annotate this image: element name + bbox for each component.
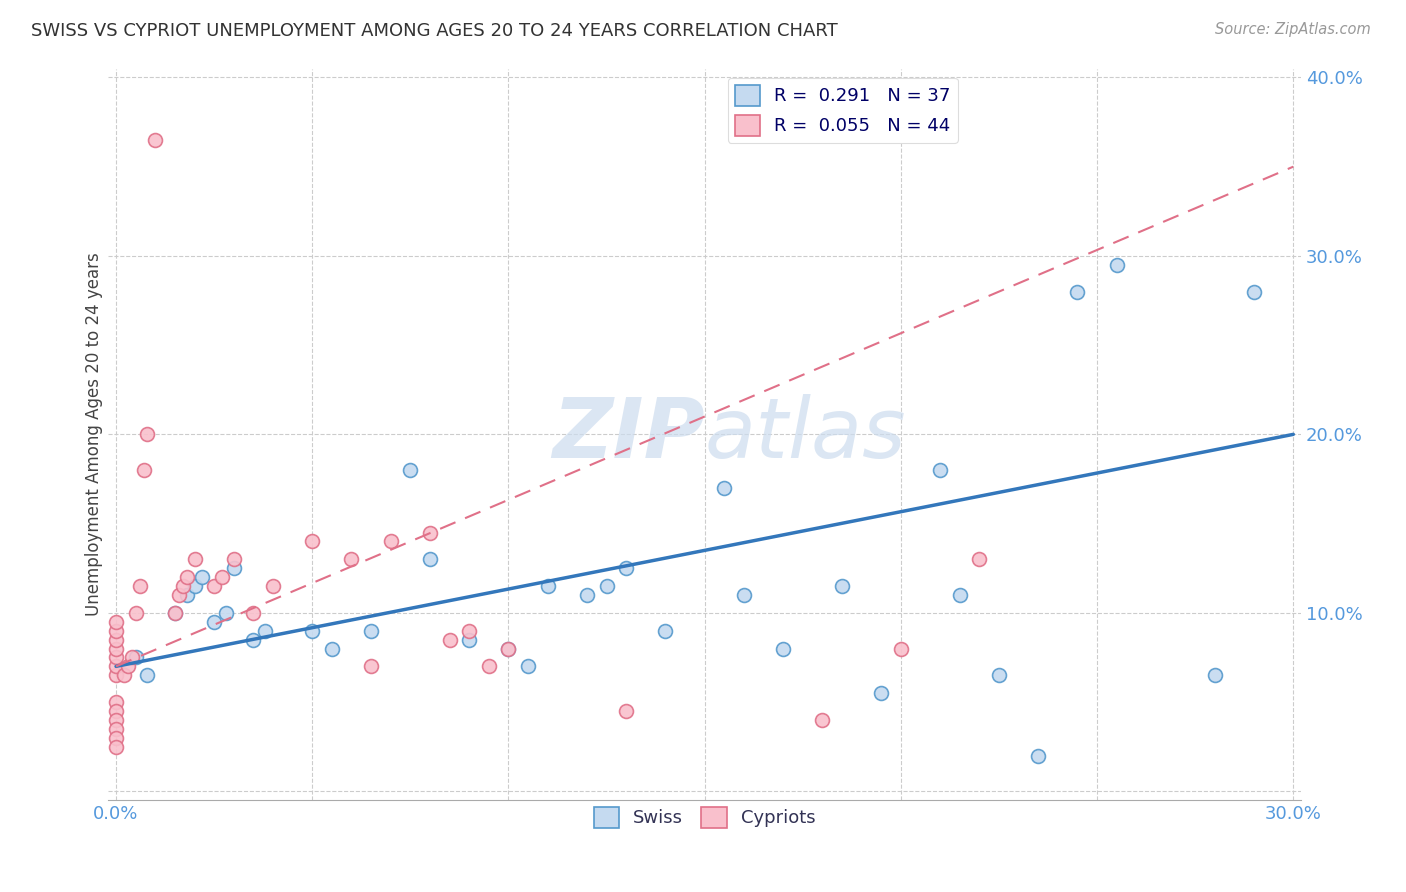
Point <box>136 668 159 682</box>
Point <box>222 561 245 575</box>
Point <box>105 695 128 709</box>
Point <box>124 650 146 665</box>
Point <box>211 570 233 584</box>
Text: ZIP: ZIP <box>553 394 704 475</box>
Point <box>498 641 520 656</box>
Point <box>1026 748 1049 763</box>
Point <box>105 624 128 638</box>
Point <box>419 525 441 540</box>
Point <box>321 641 343 656</box>
Point <box>890 641 912 656</box>
Point <box>301 624 323 638</box>
Point <box>132 463 155 477</box>
Point <box>163 606 186 620</box>
Point <box>136 427 159 442</box>
Point <box>222 552 245 566</box>
Point <box>988 668 1011 682</box>
Point <box>1204 668 1226 682</box>
Point <box>242 606 264 620</box>
Point <box>112 668 135 682</box>
Point <box>105 632 128 647</box>
Point <box>1066 285 1088 299</box>
Point <box>340 552 363 566</box>
Text: SWISS VS CYPRIOT UNEMPLOYMENT AMONG AGES 20 TO 24 YEARS CORRELATION CHART: SWISS VS CYPRIOT UNEMPLOYMENT AMONG AGES… <box>31 22 838 40</box>
Point <box>811 713 834 727</box>
Point <box>117 659 139 673</box>
Point <box>143 133 166 147</box>
Point <box>772 641 794 656</box>
Point <box>537 579 560 593</box>
Point <box>163 606 186 620</box>
Point <box>733 588 755 602</box>
Point <box>517 659 540 673</box>
Point <box>831 579 853 593</box>
Point <box>595 579 617 593</box>
Text: atlas: atlas <box>704 394 907 475</box>
Point <box>713 481 735 495</box>
Point <box>929 463 952 477</box>
Point <box>105 722 128 736</box>
Text: Source: ZipAtlas.com: Source: ZipAtlas.com <box>1215 22 1371 37</box>
Point <box>360 659 382 673</box>
Point <box>167 588 190 602</box>
Point <box>105 615 128 629</box>
Point <box>380 534 402 549</box>
Point <box>949 588 972 602</box>
Point <box>498 641 520 656</box>
Point <box>575 588 598 602</box>
Point <box>439 632 461 647</box>
Point <box>654 624 676 638</box>
Point <box>399 463 422 477</box>
Point <box>105 739 128 754</box>
Point <box>215 606 238 620</box>
Point <box>242 632 264 647</box>
Point <box>105 713 128 727</box>
Point <box>172 579 194 593</box>
Point <box>105 704 128 718</box>
Point <box>183 552 205 566</box>
Point <box>191 570 214 584</box>
Point <box>1105 258 1128 272</box>
Point <box>870 686 893 700</box>
Point <box>419 552 441 566</box>
Point <box>301 534 323 549</box>
Legend: Swiss, Cypriots: Swiss, Cypriots <box>586 800 823 835</box>
Point <box>121 650 143 665</box>
Point <box>202 615 225 629</box>
Point <box>969 552 991 566</box>
Y-axis label: Unemployment Among Ages 20 to 24 years: Unemployment Among Ages 20 to 24 years <box>86 252 103 616</box>
Point <box>183 579 205 593</box>
Point <box>105 668 128 682</box>
Point <box>105 650 128 665</box>
Point <box>128 579 150 593</box>
Point <box>262 579 284 593</box>
Point <box>124 606 146 620</box>
Point <box>105 641 128 656</box>
Point <box>1243 285 1265 299</box>
Point <box>478 659 501 673</box>
Point <box>105 659 128 673</box>
Point <box>202 579 225 593</box>
Point <box>105 731 128 745</box>
Point <box>458 632 481 647</box>
Point <box>614 561 637 575</box>
Point <box>176 570 198 584</box>
Point <box>614 704 637 718</box>
Point <box>458 624 481 638</box>
Point <box>360 624 382 638</box>
Point <box>254 624 277 638</box>
Point <box>176 588 198 602</box>
